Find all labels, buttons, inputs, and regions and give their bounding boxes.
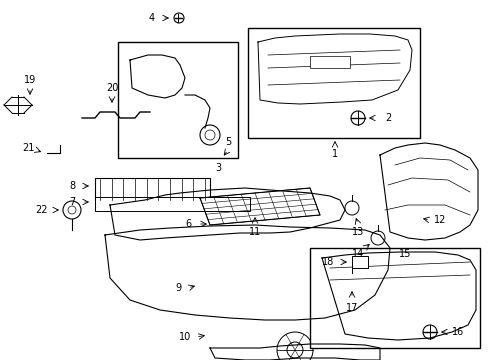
Text: 2: 2 xyxy=(384,113,390,123)
Bar xyxy=(351,256,367,268)
Text: 18: 18 xyxy=(321,257,333,267)
Text: 14: 14 xyxy=(351,249,364,259)
Text: 16: 16 xyxy=(451,327,463,337)
Text: 13: 13 xyxy=(351,227,364,237)
Bar xyxy=(95,178,209,200)
Text: 21: 21 xyxy=(22,143,34,153)
Text: 12: 12 xyxy=(433,215,445,225)
Text: 15: 15 xyxy=(398,249,410,259)
Text: 6: 6 xyxy=(184,219,191,229)
Text: 11: 11 xyxy=(248,227,261,237)
Bar xyxy=(309,248,479,348)
Bar xyxy=(247,28,419,138)
Text: 7: 7 xyxy=(69,197,75,207)
Bar xyxy=(118,42,238,158)
Text: 4: 4 xyxy=(149,13,155,23)
Text: 8: 8 xyxy=(69,181,75,191)
Text: 17: 17 xyxy=(345,303,357,313)
Bar xyxy=(309,56,349,68)
Text: 10: 10 xyxy=(179,332,191,342)
Text: 3: 3 xyxy=(215,163,221,173)
Text: 9: 9 xyxy=(175,283,181,293)
Text: 5: 5 xyxy=(224,137,231,147)
Text: 1: 1 xyxy=(331,149,337,159)
Text: 19: 19 xyxy=(24,75,36,85)
Text: 20: 20 xyxy=(105,83,118,93)
Bar xyxy=(95,197,249,211)
Text: 22: 22 xyxy=(36,205,48,215)
